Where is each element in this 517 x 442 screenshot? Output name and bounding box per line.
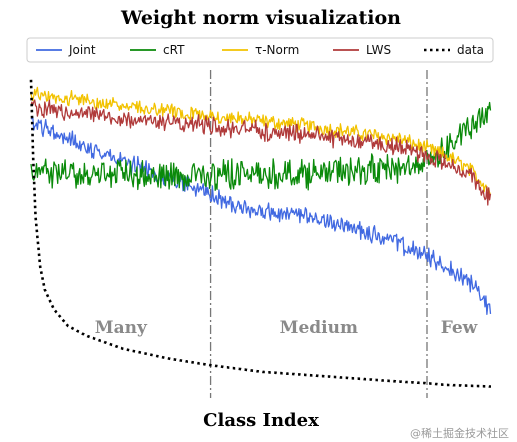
chart-title: Weight norm visualization <box>120 7 401 29</box>
x-axis-label: Class Index <box>203 410 319 431</box>
series-line-joint <box>30 116 492 315</box>
region-label-medium: Medium <box>280 318 358 338</box>
legend-label-norm: τ-Norm <box>255 43 299 57</box>
legend: Joint cRT τ-Norm LWS data <box>26 37 494 63</box>
legend-label-crt: cRT <box>163 43 185 57</box>
plot-area: Many Medium Few <box>29 70 492 398</box>
legend-label-lws: LWS <box>366 43 391 57</box>
series-line-norm <box>30 86 491 195</box>
watermark-text: @稀土掘金技术社区 <box>410 426 509 440</box>
legend-box <box>26 37 494 63</box>
series-line-lws <box>30 99 492 206</box>
legend-label-data: data <box>457 43 484 57</box>
series-line-data <box>29 79 492 388</box>
legend-label-joint: Joint <box>68 43 96 57</box>
region-label-few: Few <box>441 318 478 338</box>
series-line-crt <box>30 101 492 191</box>
region-label-many: Many <box>95 318 148 338</box>
